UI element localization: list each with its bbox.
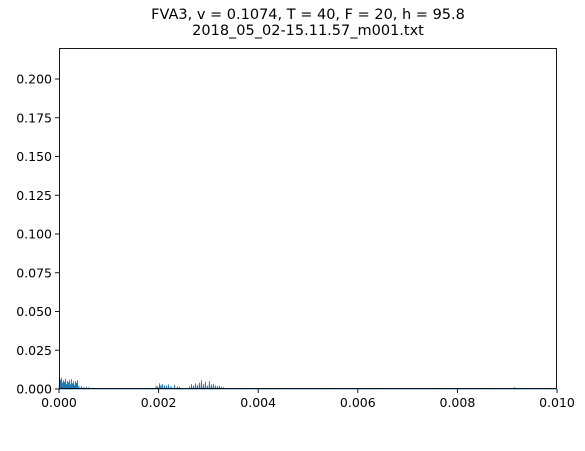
data-point [70,384,71,386]
data-point [60,379,61,381]
data-point [66,384,67,385]
x-axis: 0.000 0.002 0.004 0.006 0.008 0.010 [41,389,575,410]
data-point [86,387,87,388]
data-point [166,385,167,387]
data-point [179,386,180,388]
plot-background [59,48,557,389]
data-point [159,383,160,384]
y-tick-label: 0.050 [16,304,52,319]
y-axis: 0.000 0.025 0.050 0.075 0.100 0.125 0.150 0.175… [16,72,59,397]
data-point [67,380,68,382]
data-point [68,382,69,383]
data-point [74,384,75,386]
data-point [211,384,212,386]
series-line [58,377,557,390]
data-point [157,386,158,388]
data-point [83,386,85,388]
data-point [62,382,63,384]
data-point [72,383,73,384]
data-point [81,385,82,387]
x-tick-label: 0.004 [240,395,276,410]
data-point [78,385,80,387]
data-point [215,385,216,386]
plot-frame [59,48,557,389]
data-point [73,381,74,382]
data-point [177,386,178,388]
data-point [77,380,78,381]
y-tick-label: 0.100 [16,227,52,242]
data-point [205,381,206,383]
data-point [195,383,196,384]
x-tick-label: 0.006 [340,395,376,410]
chart-title: FVA3, v = 0.1074, T = 40, F = 20, h = 95… [151,7,465,23]
data-point [220,386,222,388]
chart-subtitle: 2018_05_02-15.11.57_m001.txt [192,23,424,39]
x-tick-label: 0.008 [440,395,476,410]
data-point [219,385,220,387]
data-point [191,384,192,385]
data-point [168,384,169,386]
data-point [197,384,198,386]
data-point [222,387,224,389]
y-tick-label: 0.125 [16,188,52,203]
y-tick-label: 0.150 [16,149,52,164]
data-point [170,385,172,387]
data-point [201,380,202,381]
y-tick-label: 0.175 [16,110,52,125]
data-point [162,384,163,385]
data-point [203,384,204,385]
y-tick-label: 0.000 [16,382,52,397]
data-point [164,385,165,386]
data-point [160,384,162,386]
data-point [69,379,70,381]
data-point [213,383,214,385]
data-point [63,380,64,381]
data-point [71,379,72,380]
data-point [514,387,516,389]
y-tick-label: 0.200 [16,72,52,87]
y-tick-label: 0.075 [16,265,52,280]
data-point [217,385,218,387]
data-point [61,377,62,379]
data-point [193,385,194,387]
x-tick-label: 0.002 [141,395,177,410]
data-point [189,386,190,388]
x-tick-label: 0.010 [539,395,575,410]
data-point [174,384,175,386]
data-point [64,381,65,383]
data-point [88,387,90,389]
data-point [209,380,210,382]
y-tick-label: 0.025 [16,343,52,358]
data-point [65,378,66,380]
data-point [75,380,76,382]
x-tick-label: 0.000 [41,395,77,410]
data-point [207,385,208,387]
data-point [199,382,200,384]
data-point [76,382,77,384]
data-point [155,385,157,387]
